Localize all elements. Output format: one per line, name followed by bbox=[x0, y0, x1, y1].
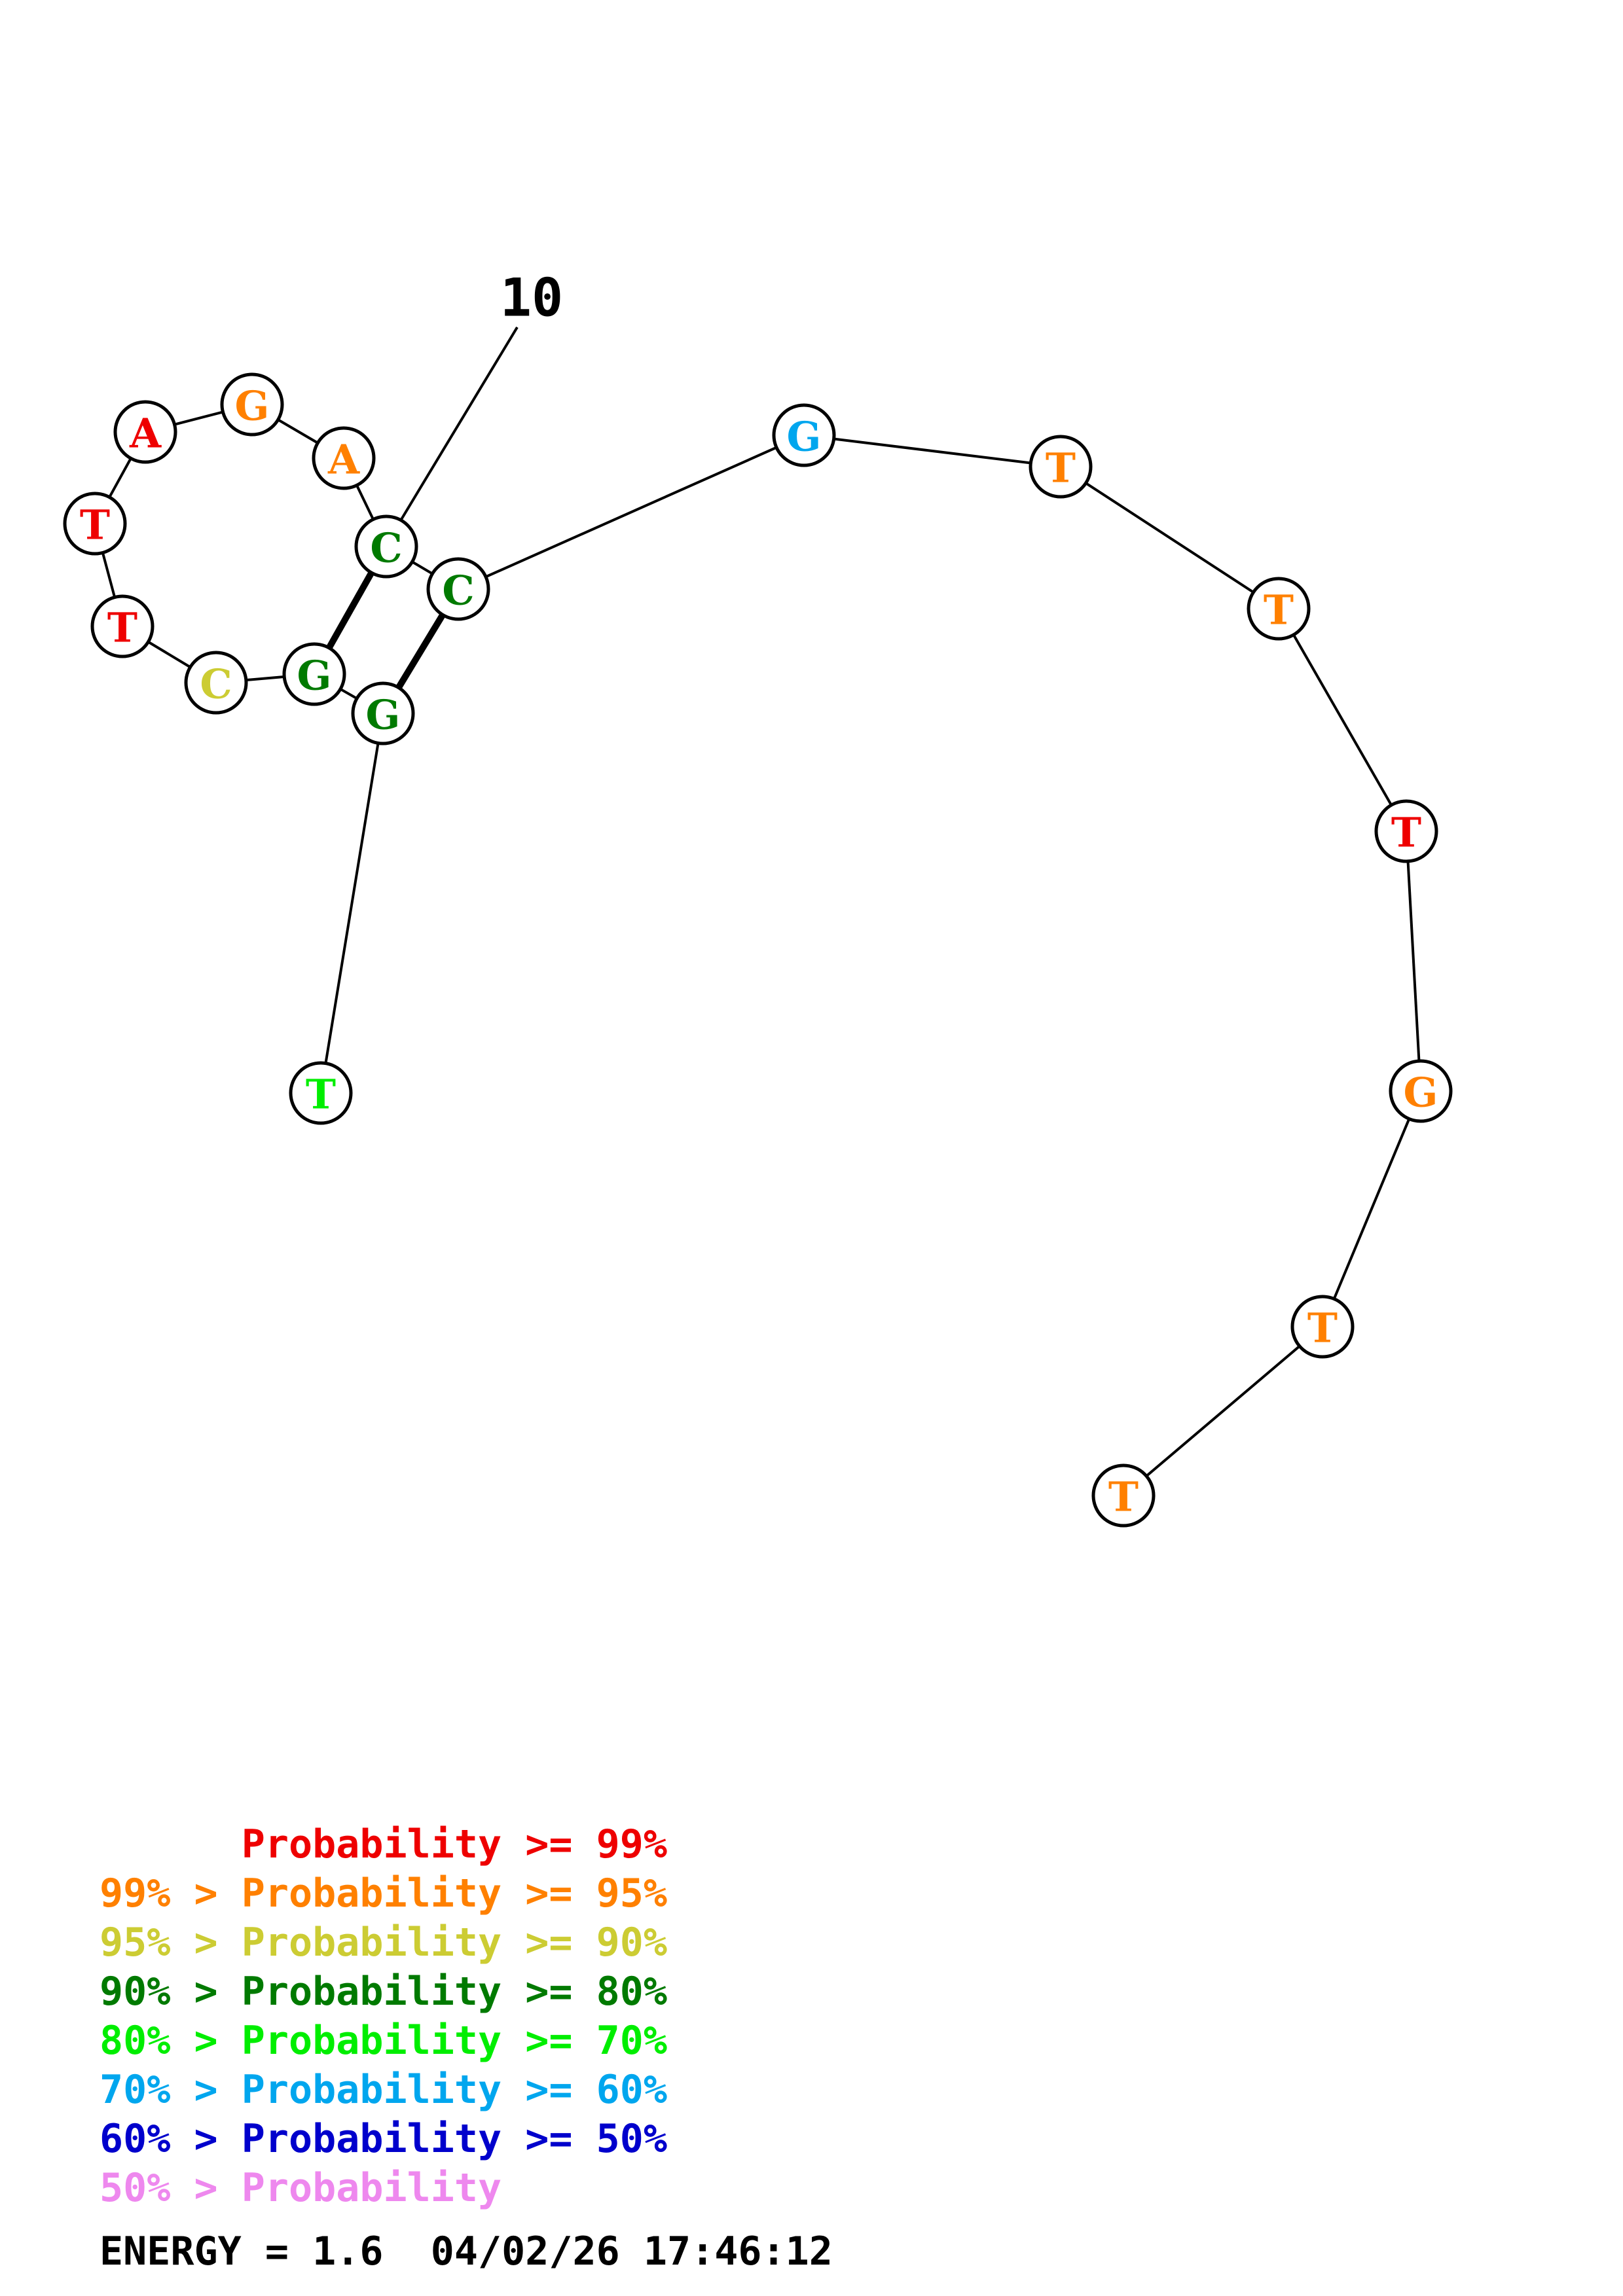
nucleotide-circle bbox=[220, 372, 284, 437]
nucleotide: C bbox=[354, 514, 418, 579]
nucleotide-circle bbox=[184, 651, 248, 715]
legend-line: 80% > Probability >= 70% bbox=[100, 2018, 667, 2064]
nucleotide-circle bbox=[312, 426, 376, 490]
nucleotide: T bbox=[289, 1061, 353, 1125]
nucleotide-circle bbox=[1247, 577, 1311, 641]
backbone-link bbox=[1122, 1325, 1324, 1497]
nucleotide-letter: G bbox=[1404, 1069, 1438, 1117]
nucleotide-circle bbox=[113, 400, 177, 464]
nucleotide-letter: T bbox=[1391, 809, 1421, 857]
nucleotide: A bbox=[312, 426, 376, 490]
nucleotide: T bbox=[63, 492, 127, 556]
backbone-link bbox=[803, 434, 1061, 468]
nucleotide: G bbox=[220, 372, 284, 437]
nucleotide-circle bbox=[354, 514, 418, 579]
nucleotide-letter: T bbox=[1108, 1473, 1139, 1521]
nucleotide: G bbox=[351, 681, 415, 745]
nucleotide-circle bbox=[1374, 799, 1438, 863]
energy-line: ENERGY = 1.6 04/02/26 17:46:12 bbox=[100, 2229, 833, 2274]
legend-line: 95% > Probability >= 90% bbox=[100, 1920, 667, 1965]
nucleotide-letter: T bbox=[1307, 1304, 1338, 1352]
legend-line: 50% > Probability bbox=[100, 2165, 501, 2211]
nucleotide-letter: T bbox=[80, 501, 110, 549]
nucleotide-circle bbox=[90, 594, 155, 658]
base-pair-bond bbox=[395, 613, 446, 690]
nucleotide-letter: G bbox=[235, 382, 270, 430]
index-label: 10 bbox=[500, 268, 563, 329]
nucleotide-circle bbox=[63, 492, 127, 556]
nucleotide-letter: G bbox=[787, 413, 822, 461]
nucleotide-circle bbox=[1389, 1059, 1453, 1123]
backbone-link bbox=[319, 713, 384, 1094]
backbone-link bbox=[458, 434, 805, 590]
nucleotide-circle bbox=[351, 681, 415, 745]
nucleotide-circle bbox=[1290, 1295, 1355, 1359]
nucleotide: T bbox=[90, 594, 155, 658]
legend: Probability >= 99% 99% > Probability >= … bbox=[100, 1821, 667, 2211]
backbone-link bbox=[1277, 608, 1408, 832]
legend-line: 99% > Probability >= 95% bbox=[100, 1871, 667, 1916]
legend-line: 60% > Probability >= 50% bbox=[100, 2116, 667, 2162]
base-pair-bond bbox=[326, 571, 374, 650]
legend-line: 70% > Probability >= 60% bbox=[100, 2067, 667, 2113]
backbone-layer bbox=[94, 403, 1422, 1497]
nucleotide: T bbox=[1091, 1463, 1156, 1528]
nucleotide-letter: C bbox=[370, 524, 402, 572]
nucleotide: G bbox=[282, 642, 346, 706]
nucleotide-circle bbox=[282, 642, 346, 706]
nucleotide: T bbox=[1374, 799, 1438, 863]
nucleotide: G bbox=[772, 403, 836, 467]
nucleotide: C bbox=[426, 557, 490, 621]
index-tick bbox=[384, 326, 519, 548]
nucleotide-circle bbox=[772, 403, 836, 467]
nucleotide: T bbox=[1290, 1295, 1355, 1359]
backbone-link bbox=[1059, 465, 1280, 610]
backbone-link bbox=[1321, 1090, 1422, 1327]
nucleotide-circle bbox=[426, 557, 490, 621]
nucleotide: G bbox=[1389, 1059, 1453, 1123]
nucleotide-letter: T bbox=[1046, 444, 1076, 492]
nucleotide-letter: A bbox=[327, 436, 360, 484]
backbone-link bbox=[1405, 831, 1422, 1092]
nucleotide-letter: A bbox=[129, 410, 162, 457]
nucleotide-circle bbox=[1029, 435, 1093, 499]
nucleotide: A bbox=[113, 400, 177, 464]
nucleotide-letter: C bbox=[200, 660, 232, 708]
nucleotide-circle bbox=[289, 1061, 353, 1125]
legend-line: 90% > Probability >= 80% bbox=[100, 1969, 667, 2015]
nucleotide: C bbox=[184, 651, 248, 715]
legend-line: Probability >= 99% bbox=[100, 1821, 667, 1867]
base-pair-layer bbox=[326, 571, 446, 690]
nucleotide-circle bbox=[1091, 1463, 1156, 1528]
nucleotide: T bbox=[1247, 577, 1311, 641]
nucleotide-letter: G bbox=[366, 691, 401, 739]
nucleotide-letter: T bbox=[306, 1071, 336, 1119]
nucleotide-letter: T bbox=[1264, 586, 1294, 634]
nucleotide-letter: G bbox=[297, 652, 332, 700]
nucleotide-letter: C bbox=[442, 567, 474, 615]
nucleotide-letter: T bbox=[107, 604, 137, 652]
nucleotide: T bbox=[1029, 435, 1093, 499]
